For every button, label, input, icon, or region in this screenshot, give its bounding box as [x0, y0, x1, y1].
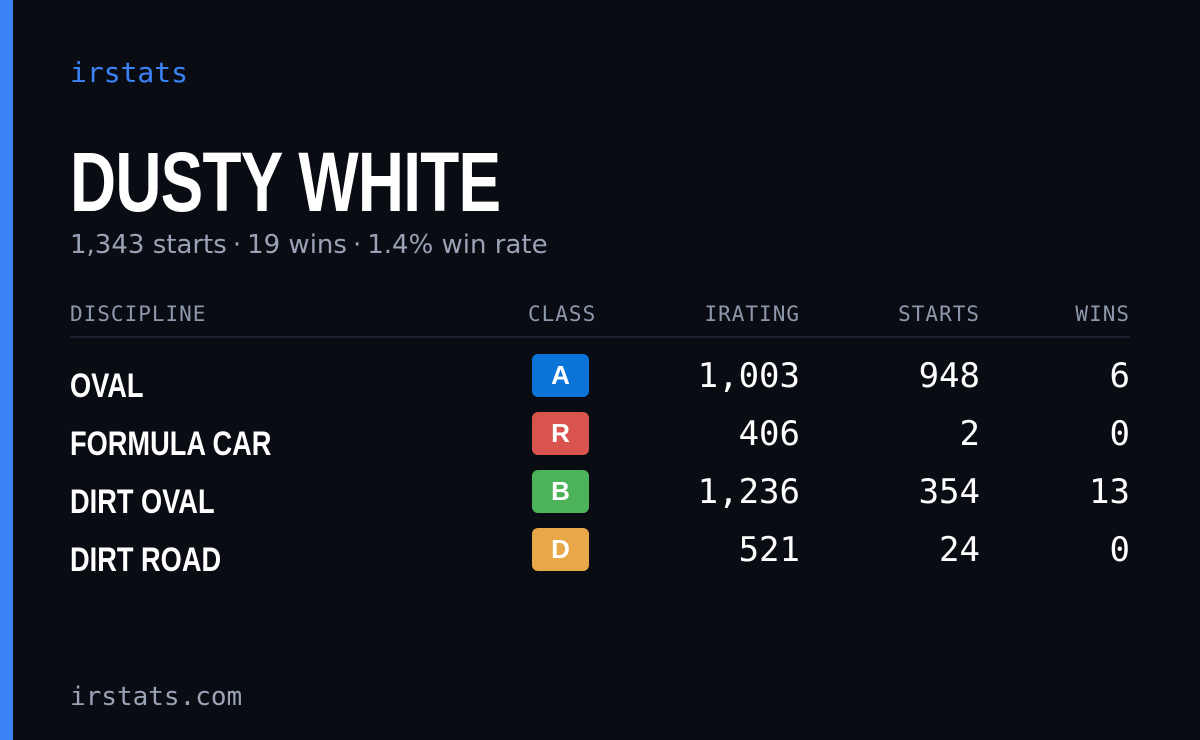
- row-irating: 1,003: [697, 356, 800, 396]
- license-class-badge: R: [532, 412, 589, 455]
- summary-separator: ·: [232, 230, 242, 260]
- summary-wins: 19 wins: [247, 230, 347, 260]
- table-row: FORMULA CAR R 406 2 0: [70, 410, 1130, 468]
- table-row: OVAL A 1,003 948 6: [70, 352, 1130, 410]
- header-discipline: DISCIPLINE: [70, 302, 207, 326]
- driver-name: DUSTY WHITE: [70, 135, 501, 229]
- row-discipline: DIRT OVAL: [70, 483, 215, 521]
- brand-logo-text: irstats: [70, 56, 189, 89]
- row-discipline: DIRT ROAD: [70, 541, 222, 579]
- header-irating: IRATING: [704, 302, 800, 326]
- table-header: DISCIPLINE CLASS IRATING STARTS WINS: [70, 296, 1130, 338]
- row-irating: 521: [738, 530, 800, 570]
- footer-url: irstats.com: [70, 682, 243, 712]
- table-row: DIRT OVAL B 1,236 354 13: [70, 468, 1130, 526]
- row-discipline: FORMULA CAR: [70, 425, 272, 463]
- row-wins: 0: [1109, 530, 1130, 570]
- header-class: CLASS: [528, 302, 597, 326]
- row-discipline: OVAL: [70, 367, 144, 405]
- header-starts: STARTS: [898, 302, 980, 326]
- header-wins: WINS: [1075, 302, 1130, 326]
- row-starts: 2: [959, 414, 980, 454]
- accent-bar: [0, 0, 13, 740]
- row-wins: 0: [1109, 414, 1130, 454]
- discipline-stats-table: DISCIPLINE CLASS IRATING STARTS WINS OVA…: [70, 296, 1130, 584]
- license-class-badge: D: [532, 528, 589, 571]
- row-starts: 948: [918, 356, 980, 396]
- row-irating: 1,236: [697, 472, 800, 512]
- row-starts: 354: [918, 472, 980, 512]
- row-wins: 13: [1089, 472, 1130, 512]
- table-body: OVAL A 1,003 948 6 FORMULA CAR R 406 2 0…: [70, 338, 1130, 584]
- row-irating: 406: [738, 414, 800, 454]
- row-starts: 24: [939, 530, 980, 570]
- summary-win-rate: 1.4% win rate: [367, 230, 548, 260]
- table-row: DIRT ROAD D 521 24 0: [70, 526, 1130, 584]
- license-class-badge: B: [532, 470, 589, 513]
- summary-separator: ·: [352, 230, 362, 260]
- summary-starts: 1,343 starts: [70, 230, 227, 260]
- license-class-badge: A: [532, 354, 589, 397]
- driver-summary: 1,343 starts · 19 wins · 1.4% win rate: [70, 228, 548, 262]
- row-wins: 6: [1109, 356, 1130, 396]
